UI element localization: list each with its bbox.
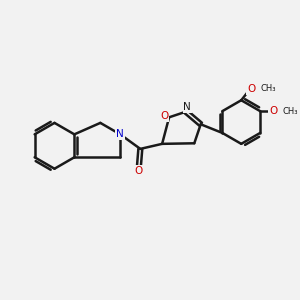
Text: CH₃: CH₃ [283,106,298,116]
Text: O: O [160,111,168,121]
Text: N: N [116,129,124,139]
Text: O: O [135,166,143,176]
Text: CH₃: CH₃ [260,84,276,93]
Text: O: O [269,106,278,116]
Text: O: O [247,84,255,94]
Text: N: N [183,102,191,112]
